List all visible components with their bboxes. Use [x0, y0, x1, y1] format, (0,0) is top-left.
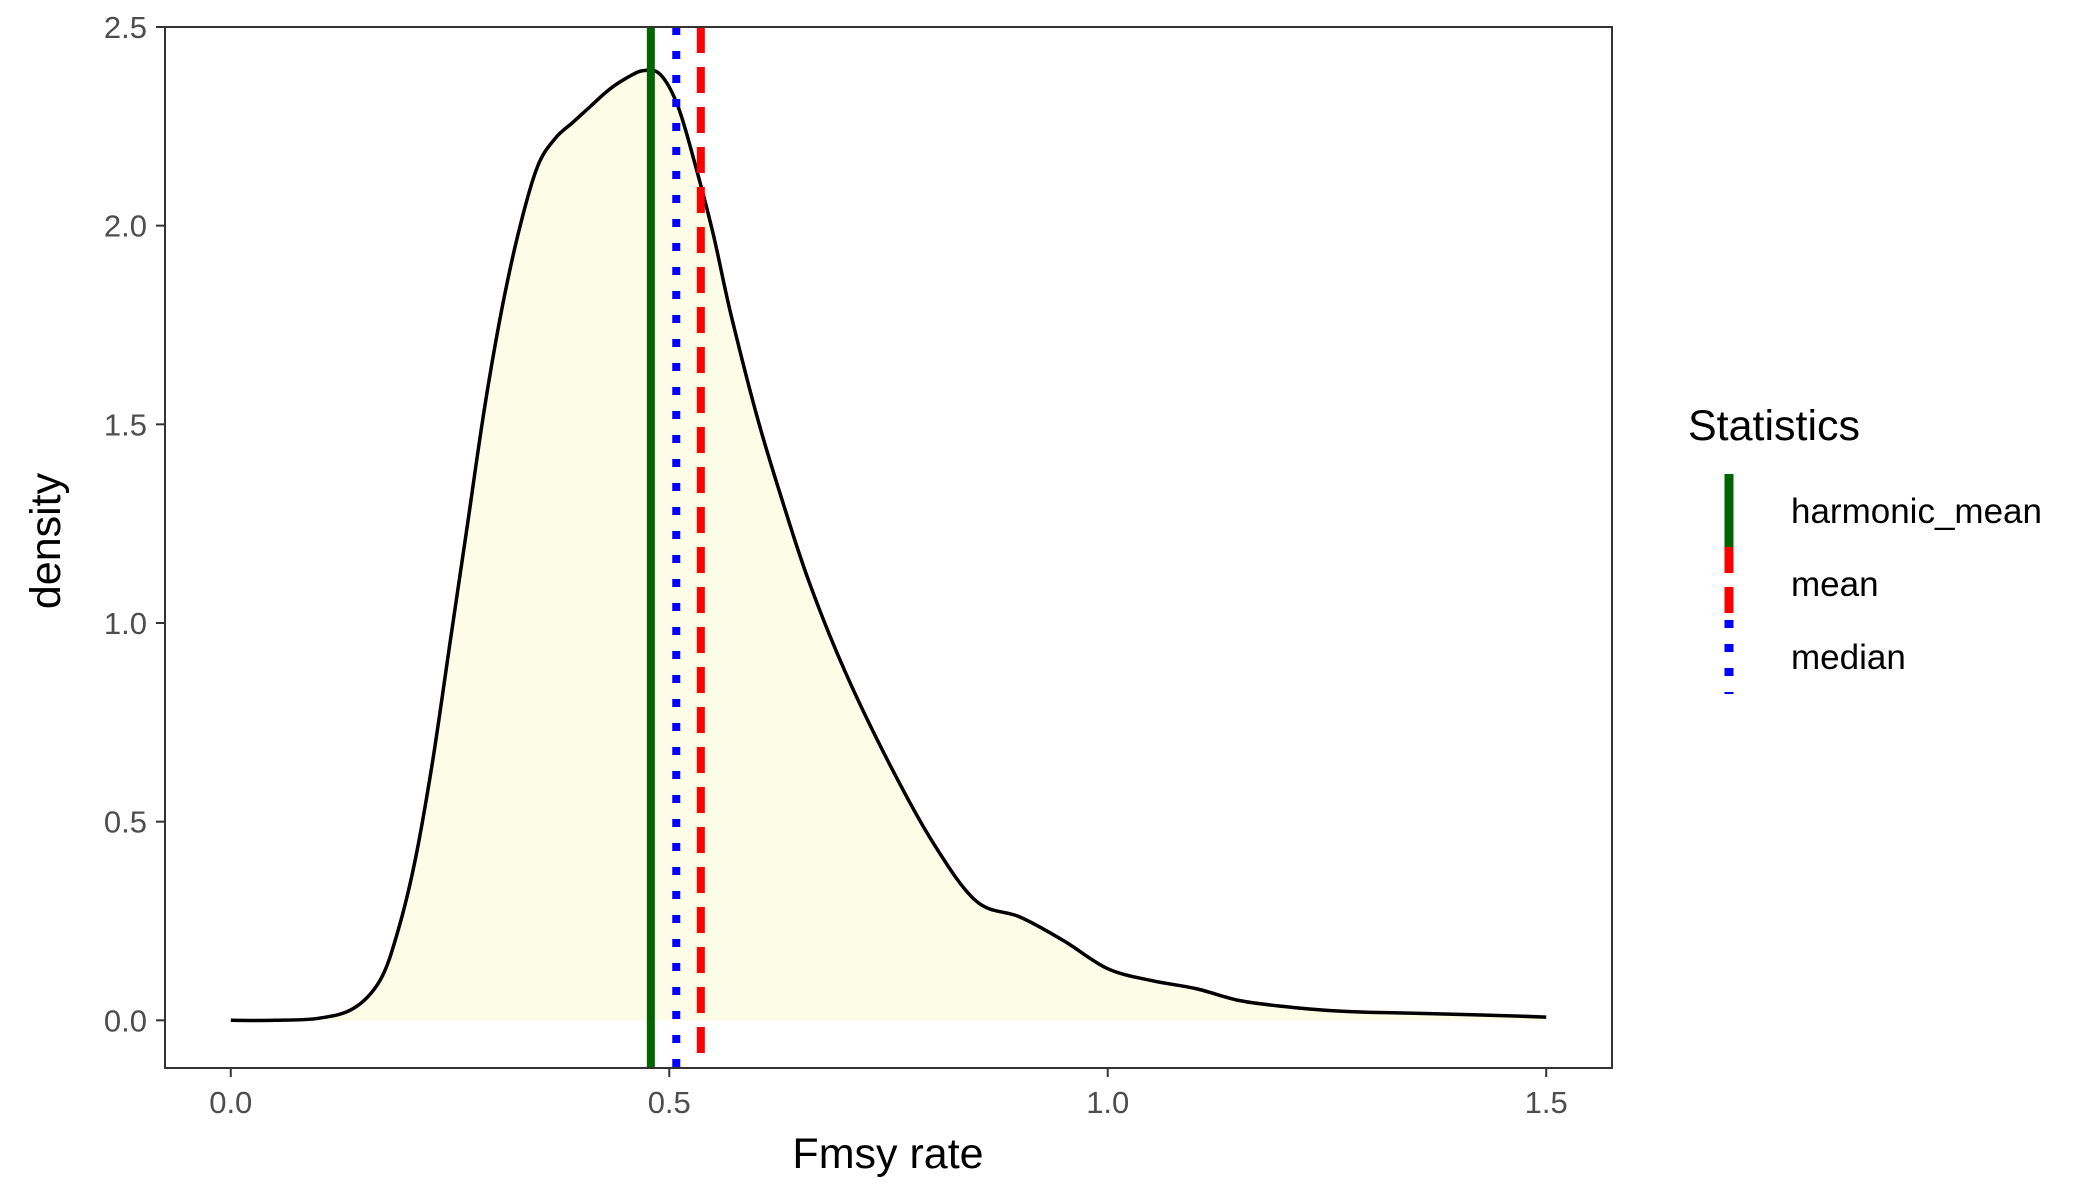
- legend-title: Statistics: [1688, 402, 1860, 450]
- y-tick-label: 0.5: [104, 805, 147, 840]
- panel-border: [164, 26, 1613, 1069]
- legend-label-harmonic-mean: harmonic_mean: [1791, 492, 2042, 531]
- y-tick-label: 0.0: [104, 1003, 147, 1038]
- y-tick-label: 1.5: [104, 407, 147, 442]
- statistic-lines: [646, 27, 705, 1068]
- y-tick-label: 2.5: [104, 10, 147, 45]
- x-axis-title: Fmsy rate: [792, 1130, 983, 1178]
- plot-area: [164, 26, 1613, 1069]
- y-axis: 0.0 0.5 1.0 1.5 2.0 2.5: [104, 10, 165, 1038]
- legend-label-median: median: [1791, 638, 1906, 677]
- x-tick-label: 1.5: [1525, 1085, 1568, 1120]
- y-axis-title: density: [22, 472, 70, 609]
- y-tick-label: 1.0: [104, 606, 147, 641]
- x-axis: 0.0 0.5 1.0 1.5: [209, 1068, 1568, 1120]
- density-curve: [230, 68, 1547, 1023]
- legend-label-mean: mean: [1791, 565, 1879, 604]
- density-area: [230, 70, 1547, 1021]
- y-tick-label: 2.0: [104, 209, 147, 244]
- x-tick-label: 0.5: [648, 1085, 691, 1120]
- x-tick-label: 0.0: [209, 1085, 252, 1120]
- x-tick-label: 1.0: [1086, 1085, 1129, 1120]
